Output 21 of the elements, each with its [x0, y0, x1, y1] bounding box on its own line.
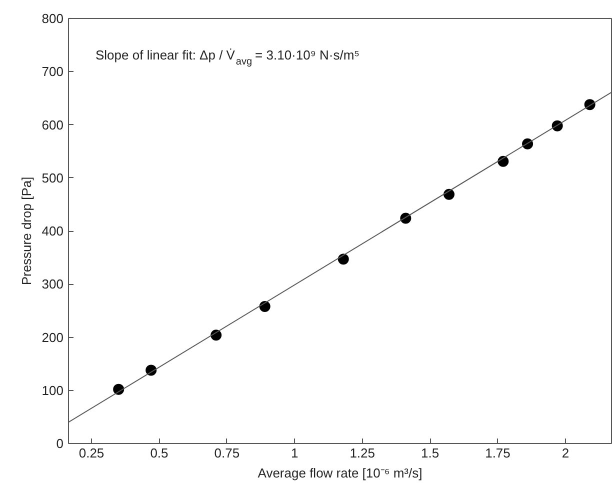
y-tick-label: 200	[42, 330, 64, 345]
y-tick-label: 300	[42, 276, 64, 292]
y-tick-label: 400	[42, 224, 64, 238]
point	[338, 254, 349, 265]
x-tick-label: 1.25	[350, 446, 376, 460]
x-tick-label: 1.75	[485, 446, 510, 460]
x-axis-title: Average flow rate [10⁻⁶ m³/s]	[258, 466, 422, 480]
x-tick-label: 0.25	[78, 446, 104, 460]
y-tick-label: 800	[42, 11, 64, 26]
x-tick-label: 0.75	[214, 446, 240, 460]
y-tick-label: 0	[56, 436, 64, 451]
x-tick-label: 0.5	[150, 446, 168, 460]
x-tick-label: 2	[562, 446, 570, 460]
y-tick-label: 500	[42, 170, 64, 186]
point	[259, 300, 270, 312]
y-tick-label: 100	[42, 382, 64, 398]
y-axis-title: Pressure drop [Pa]	[18, 176, 34, 286]
x-tick-label: 1.5	[421, 446, 440, 460]
y-tick-label: 700	[42, 64, 64, 80]
y-tick-label: 600	[42, 117, 64, 132]
x-tick-label: 1	[291, 446, 298, 460]
